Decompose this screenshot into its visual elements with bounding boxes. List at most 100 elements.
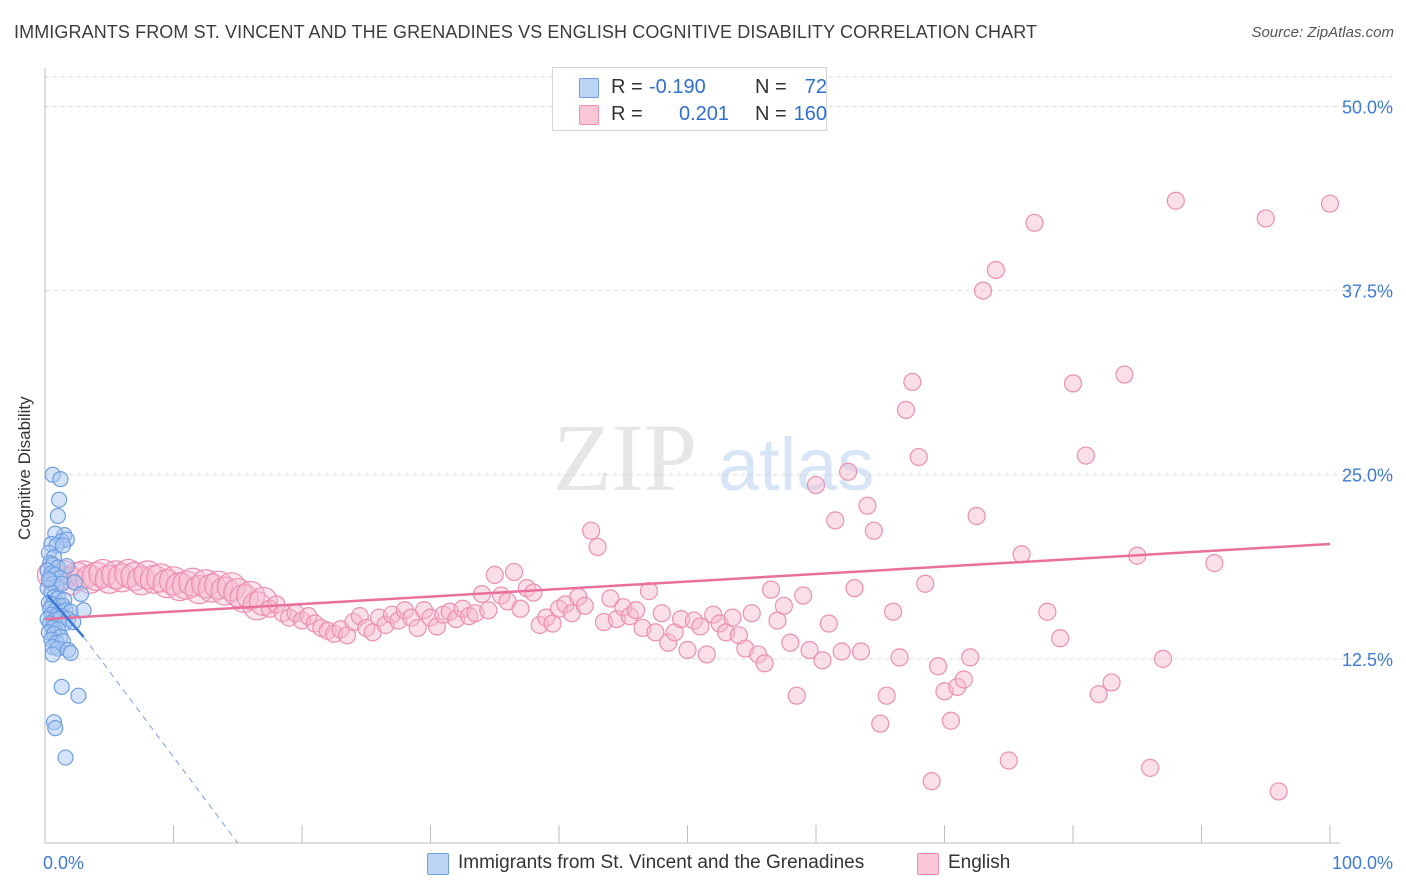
bottom-legend-swatch-pink: [917, 853, 939, 875]
english-point: [1256, 209, 1275, 228]
english-point: [774, 596, 793, 615]
english-point: [999, 751, 1018, 770]
english-point: [761, 580, 781, 599]
immigrant-trend-line: [46, 594, 85, 638]
english-point: [794, 586, 813, 605]
correlation-legend: R = -0.190 N = 72 R = 0.201 N = 160: [552, 67, 827, 131]
grid-lines: [45, 76, 1392, 660]
english-point: [819, 614, 838, 633]
immigrant-point: [54, 537, 72, 554]
immigrant-point: [40, 571, 57, 588]
english-point: [916, 574, 935, 593]
english-point: [524, 583, 543, 602]
y-tick-label: 25.0%: [1342, 466, 1393, 486]
y-tick-label: 50.0%: [1342, 97, 1393, 117]
immigrant-point: [47, 719, 64, 737]
legend-swatch-pink: [579, 105, 599, 125]
source-label: Source: ZipAtlas.com: [1251, 24, 1394, 41]
english-point: [427, 617, 447, 636]
watermark-zip: ZIP: [553, 404, 697, 511]
legend-n-label: N =: [755, 103, 787, 125]
bottom-legend-label: English: [948, 852, 1011, 873]
english-point: [1320, 194, 1340, 213]
english-point: [813, 651, 832, 670]
english-point: [575, 596, 594, 615]
english-point: [896, 400, 916, 420]
english-point: [1205, 554, 1224, 573]
english-points: [36, 191, 1340, 801]
x-tick-label: 100.0%: [1332, 853, 1393, 873]
english-point: [742, 604, 761, 623]
english-point: [1051, 629, 1070, 648]
english-trend-line: [44, 542, 1331, 621]
legend-r-value: -0.190: [649, 76, 706, 98]
immigrant-point: [53, 678, 70, 695]
english-point: [1025, 213, 1044, 232]
english-point: [826, 511, 845, 530]
bottom-legend-label: Immigrants from St. Vincent and the Gren…: [458, 852, 865, 873]
immigrant-trend-extension: [83, 636, 239, 844]
english-point: [1038, 602, 1057, 621]
immigrant-point: [51, 491, 68, 508]
english-point: [414, 601, 434, 620]
english-point: [806, 475, 826, 495]
english-point: [922, 772, 941, 791]
english-point: [967, 506, 986, 526]
english-point: [877, 686, 896, 705]
english-point: [659, 633, 678, 652]
immigrant-points: [39, 466, 92, 766]
immigrant-point: [49, 507, 66, 525]
axes: [44, 68, 1340, 844]
legend-n-value: 160: [793, 103, 827, 125]
english-point: [1063, 374, 1083, 393]
english-point: [845, 579, 864, 598]
english-point: [928, 657, 948, 676]
english-point: [678, 640, 697, 660]
english-point: [691, 617, 710, 636]
legend-swatch-blue: [579, 78, 599, 98]
english-point: [941, 711, 961, 730]
english-point: [787, 686, 806, 705]
english-point: [1166, 191, 1185, 210]
immigrant-point: [52, 471, 69, 488]
english-point: [511, 599, 530, 618]
legend-r-value: 0.201: [679, 103, 730, 125]
english-point: [883, 602, 903, 621]
watermark-atlas: atlas: [718, 423, 874, 506]
english-point: [485, 565, 504, 585]
english-point: [601, 589, 620, 608]
english-point: [851, 642, 871, 661]
immigrant-point: [44, 646, 61, 663]
english-point: [1102, 673, 1121, 692]
y-axis-label: Cognitive Disability: [15, 396, 34, 540]
english-point: [1140, 758, 1160, 777]
english-point: [248, 586, 279, 617]
english-point: [909, 447, 928, 467]
english-point: [395, 601, 414, 620]
legend-n-value: 72: [804, 76, 827, 98]
english-point: [839, 462, 858, 481]
y-tick-label: 12.5%: [1342, 650, 1393, 670]
english-point: [1115, 365, 1134, 384]
immigrant-point: [62, 644, 79, 662]
bottom-legend-swatch-blue: [427, 853, 449, 875]
english-point: [504, 562, 524, 582]
english-point: [948, 677, 967, 696]
english-point: [479, 601, 498, 620]
english-point: [408, 618, 427, 638]
english-point: [871, 714, 890, 733]
english-point: [1269, 782, 1288, 801]
trend-lines: [44, 542, 1331, 844]
y-tick-label: 37.5%: [1342, 282, 1393, 302]
english-point: [954, 670, 973, 689]
english-point: [961, 648, 980, 667]
english-point: [973, 281, 993, 300]
english-point: [588, 537, 607, 557]
english-point: [697, 645, 716, 664]
english-point: [646, 623, 665, 642]
english-point: [299, 607, 318, 626]
english-point: [832, 642, 851, 661]
english-point: [350, 607, 369, 626]
english-point: [652, 604, 671, 623]
